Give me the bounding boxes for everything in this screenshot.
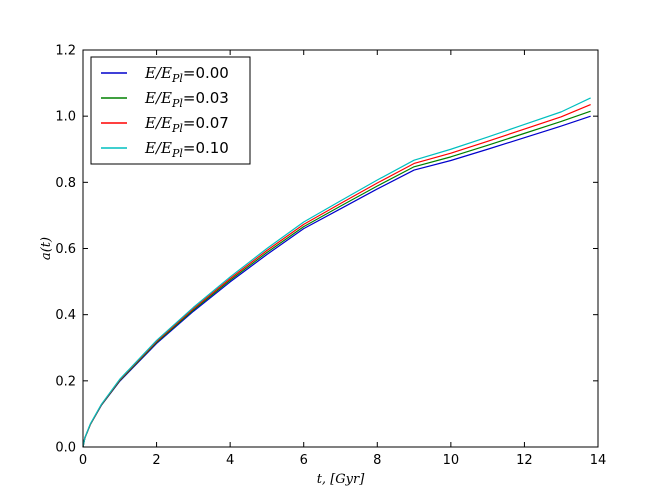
y-tick-label: 1.2 — [55, 44, 76, 59]
x-axis-label: t, [Gyr] — [317, 472, 366, 487]
y-tick-label: 1.0 — [55, 110, 76, 125]
y-axis-ticks: 0.0 0.2 0.4 0.6 0.8 1.0 1.2 — [55, 44, 598, 456]
y-tick-label: 0.0 — [55, 441, 76, 456]
legend-entry-2: E/EPl=0.07 — [144, 114, 229, 135]
legend-entry-3: E/EPl=0.10 — [144, 139, 229, 160]
legend-entry-0: E/EPl=0.00 — [144, 64, 229, 85]
x-tick-label: 12 — [516, 453, 533, 468]
x-axis-ticks: 0 2 4 6 8 10 12 14 — [79, 50, 606, 468]
series-line-0 — [82, 115, 591, 448]
x-tick-label: 14 — [590, 453, 607, 468]
legend-box — [90, 56, 251, 165]
legend-entry-1: E/EPl=0.03 — [144, 89, 229, 110]
y-tick-label: 0.2 — [55, 374, 76, 389]
y-axis-label: a(t) — [39, 237, 54, 260]
legend: E/EPl=0.00 E/EPl=0.03 E/EPl=0.07 E/EPl=0.10 — [90, 56, 251, 165]
x-tick-label: 6 — [300, 453, 308, 468]
x-tick-label: 0 — [79, 453, 87, 468]
y-tick-label: 0.8 — [55, 176, 76, 191]
series-line-3 — [82, 97, 591, 448]
y-tick-label: 0.6 — [55, 242, 76, 257]
x-tick-label: 2 — [152, 453, 160, 468]
x-tick-label: 10 — [443, 453, 460, 468]
x-tick-label: 4 — [226, 453, 234, 468]
plot-lines — [82, 97, 591, 448]
y-tick-label: 0.4 — [55, 308, 76, 323]
x-tick-label: 8 — [373, 453, 381, 468]
